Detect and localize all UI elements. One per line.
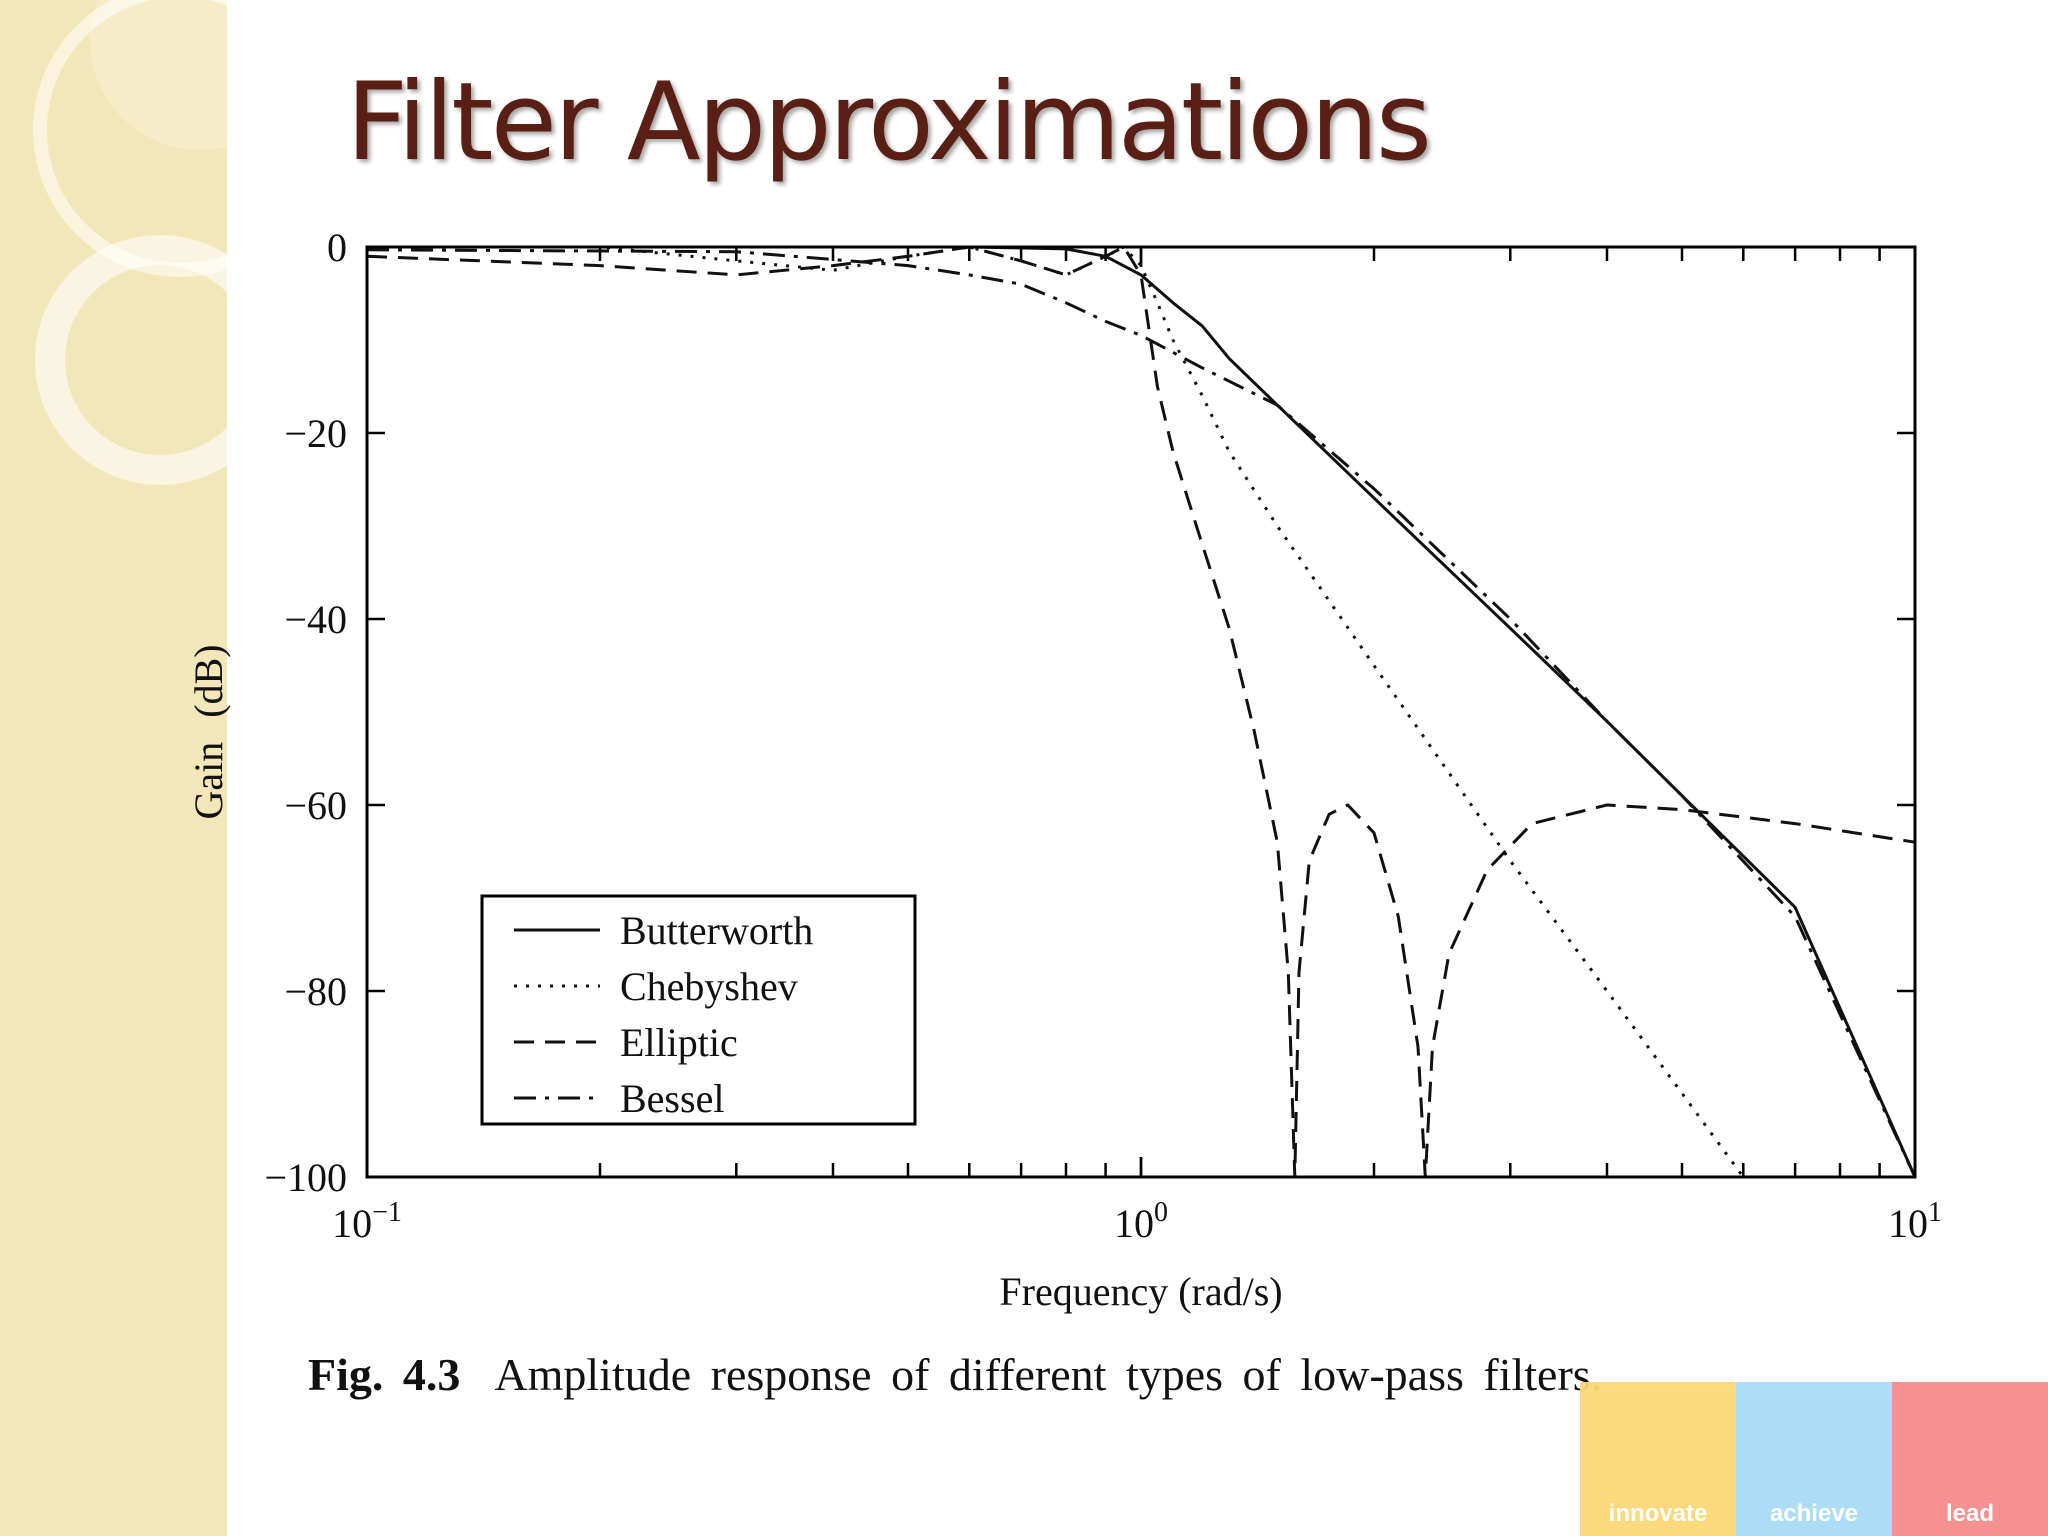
brand-label-achieve: achieve <box>1769 1500 1859 1527</box>
series-chebyshev-line <box>367 245 1745 1178</box>
legend-box <box>480 894 917 1126</box>
brand-label-innovate: innovate <box>1608 1500 1708 1527</box>
amplitude-response-chart: 0 −20 −40 −60 −80 −100 10−1 100 101 Frequency (… <box>186 225 1942 1314</box>
sidebar-rings-decoration <box>33 0 227 485</box>
y-axis-label: Gain (dB) <box>186 644 231 819</box>
x-tick-label: 100 <box>1114 1197 1168 1246</box>
x-tick-label: 10−1 <box>332 1197 402 1246</box>
figure-number: Fig. 4.3 <box>308 1349 461 1400</box>
y-tick-label: 0 <box>327 225 347 270</box>
y-tick-labels: 0 −20 −40 −60 −80 −100 <box>264 225 347 1200</box>
brand-block-innovate: innovate <box>1580 1382 1736 1536</box>
x-axis-label: Frequency (rad/s) <box>999 1269 1282 1314</box>
series-bessel-line <box>366 248 1917 1178</box>
legend-label-chebyshev: Chebyshev <box>620 964 798 1009</box>
brand-label-lead: lead <box>1945 1500 1995 1527</box>
y-tick-label: −40 <box>284 597 347 642</box>
y-tick-label: −20 <box>284 411 347 456</box>
brand-block-lead: lead <box>1892 1382 2048 1536</box>
legend-label-bessel: Bessel <box>620 1076 724 1121</box>
brand-block-achieve: achieve <box>1736 1382 1892 1536</box>
caption-text: Amplitude response of different types of… <box>494 1349 1603 1400</box>
y-tick-label: −100 <box>264 1155 347 1200</box>
x-tick-labels: 10−1 100 101 <box>332 1197 1942 1246</box>
chart-legend: Butterworth Chebyshev Elliptic Bessel <box>480 894 917 1126</box>
y-tick-label: −80 <box>284 969 347 1014</box>
legend-label-elliptic: Elliptic <box>620 1020 738 1065</box>
x-tick-label: 101 <box>1888 1197 1942 1246</box>
slide-title: Filter Approximations <box>346 60 1432 185</box>
brand-strip: innovate achieve lead <box>1580 1382 2048 1536</box>
decorative-sidebar <box>0 0 227 1536</box>
figure-caption: Fig. 4.3 Amplitude response of different … <box>308 1348 1602 1401</box>
y-tick-label: −60 <box>284 783 347 828</box>
plot-frame <box>365 245 1917 1179</box>
legend-label-butterworth: Butterworth <box>620 908 813 953</box>
